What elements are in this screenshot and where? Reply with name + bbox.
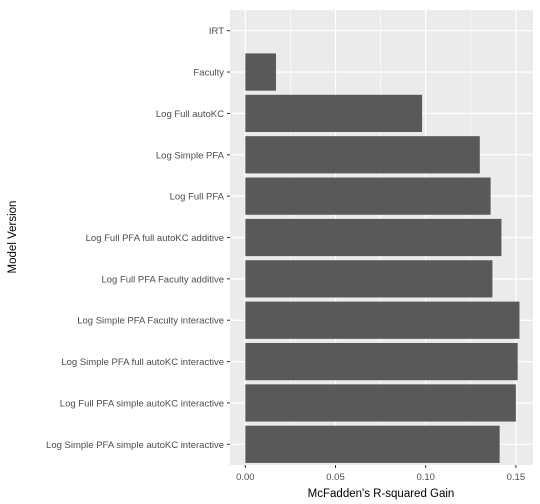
y-tick-label: Faculty (193, 68, 224, 79)
y-tick-label: Log Full PFA Faculty additive (101, 274, 224, 285)
x-tick-label: 0.10 (416, 472, 435, 483)
x-tick-label: 0.05 (326, 472, 345, 483)
y-tick-label: Log Full PFA (170, 192, 225, 203)
x-tick-label: 0.00 (236, 472, 255, 483)
bar (245, 94, 423, 133)
bar (245, 260, 493, 298)
bar (245, 384, 516, 422)
bar (245, 342, 518, 381)
y-tick-label: Log Simple PFA simple autoKC interactive (46, 440, 224, 451)
bar (245, 218, 502, 257)
x-tick-label: 0.15 (507, 472, 526, 483)
bar (245, 425, 500, 463)
bar (245, 301, 520, 339)
bars (245, 53, 520, 463)
y-tick-label: Log Full PFA simple autoKC interactive (60, 398, 224, 409)
x-axis-ticks: 0.00 0.05 0.10 0.15 (236, 465, 525, 483)
y-axis-title: Model Version (7, 201, 19, 274)
bar (245, 177, 491, 215)
bar (245, 136, 480, 174)
y-tick-label: Log Simple PFA Faculty interactive (77, 316, 224, 327)
y-tick-label: Log Simple PFA (156, 150, 225, 161)
y-tick-label: Log Full PFA full autoKC additive (86, 233, 224, 244)
y-axis-ticks: IRT Faculty Log Full autoKC Log Simple PFA L… (46, 26, 230, 451)
y-tick-label: Log Full autoKC (156, 109, 224, 120)
bar (245, 53, 276, 91)
y-tick-label: IRT (209, 26, 224, 37)
x-axis-title: McFadden's R-squared Gain (308, 488, 455, 500)
y-tick-label: Log Simple PFA full autoKC interactive (61, 357, 224, 368)
